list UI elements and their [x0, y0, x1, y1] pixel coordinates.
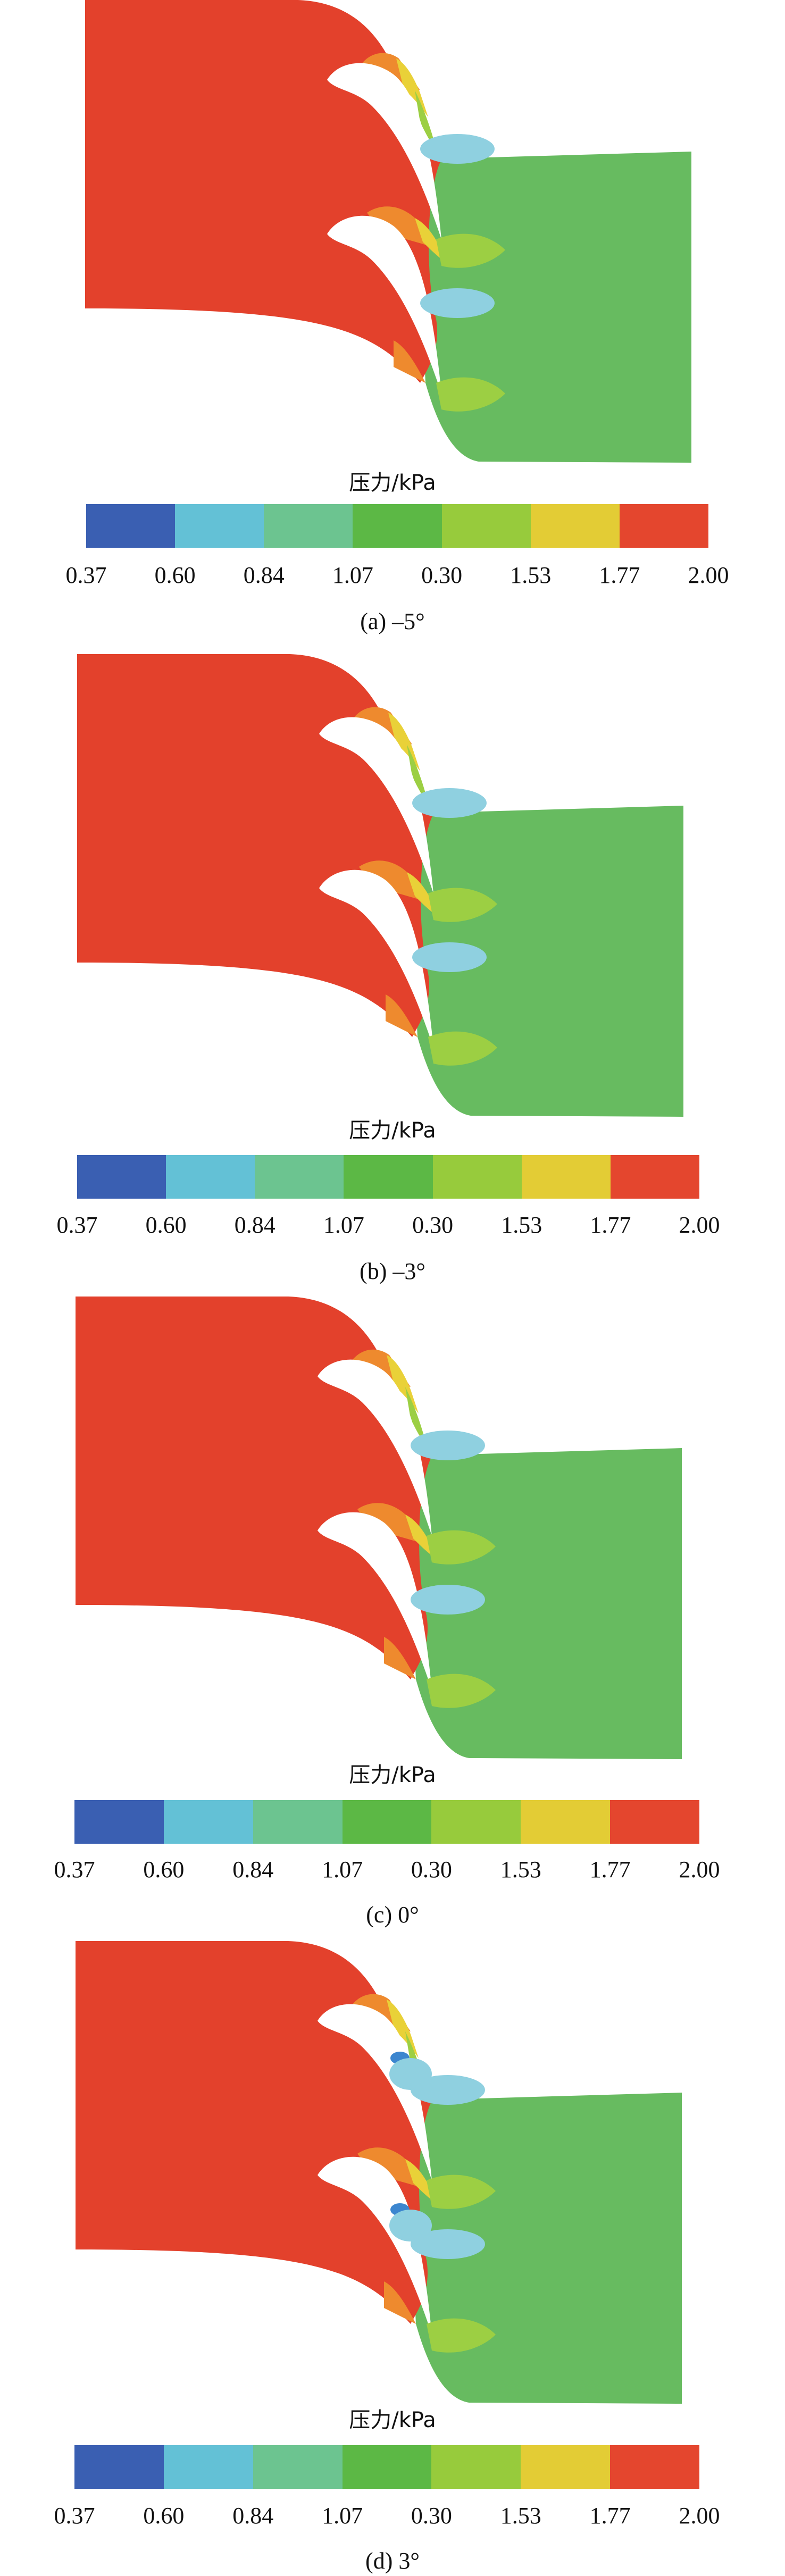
colorbar-segment	[342, 1800, 432, 1844]
colorbar-segment	[86, 504, 176, 548]
caption-d: (d) 3°	[365, 2548, 420, 2574]
colorbar-segment	[166, 1155, 255, 1199]
colorbar-tick-label: 1.77	[589, 1856, 631, 1883]
colorbar-tick-label: 1.53	[500, 1856, 541, 1883]
colorbar-segment	[253, 2445, 343, 2489]
panel-b: 压力/kPa 0.37 0.60 0.84 1.07 0.30 1.53 1.77 2.00 …	[0, 643, 785, 1287]
colorbar-segment	[74, 2445, 164, 2489]
colorbar-ticks-d: 0.37 0.60 0.84 1.07 0.30 1.53 1.77 2.00	[54, 2502, 720, 2529]
colorbar-title-b: 压力/kPa	[349, 1118, 436, 1143]
colorbar-tick-label: 0.37	[56, 1212, 98, 1238]
colorbar-tick-label: 0.84	[234, 1212, 275, 1238]
caption-b: (b) –3°	[360, 1258, 425, 1284]
colorbar-tick-label: 2.00	[679, 1212, 720, 1238]
colorbar-tick-label: 1.07	[322, 1856, 363, 1883]
colorbar-tick-label: 0.37	[65, 562, 107, 588]
pressure-contour-d	[0, 1930, 785, 2409]
colorbar-segment	[353, 504, 442, 548]
panel-d: 压力/kPa 0.37 0.60 0.84 1.07 0.30 1.53 1.77 2.00 …	[0, 1930, 785, 2576]
colorbar-segment	[163, 2445, 253, 2489]
colorbar-tick-label: 0.84	[243, 562, 285, 588]
caption-c: (c) 0°	[366, 1902, 419, 1928]
panel-a: 压力/kPa 0.37 0.60 0.84 1.07 0.30 1.53 1.77 2.00 …	[0, 0, 785, 643]
colorbar-segment	[521, 2445, 611, 2489]
colorbar-tick-label: 1.53	[500, 2503, 541, 2529]
colorbar-title-a: 压力/kPa	[349, 471, 436, 495]
colorbar-title-c: 压力/kPa	[349, 1763, 436, 1787]
colorbar-tick-label: 1.53	[501, 1212, 542, 1238]
colorbar-segment	[521, 1155, 611, 1199]
colorbar-segment	[253, 1800, 343, 1844]
colorbar-segment	[521, 1800, 611, 1844]
colorbar-tick-label: 1.77	[589, 2503, 631, 2529]
colorbar-segment	[342, 2445, 432, 2489]
colorbar-tick-label: 0.60	[154, 562, 196, 588]
colorbar-tick-label: 1.07	[322, 2503, 363, 2529]
pressure-colorbar-b	[77, 1155, 699, 1199]
colorbar-tick-label: 2.00	[679, 2503, 720, 2529]
colorbar-tick-label: 0.30	[412, 1212, 454, 1238]
colorbar-segment	[610, 1155, 699, 1199]
colorbar-tick-label: 0.37	[54, 1856, 95, 1883]
colorbar-tick-label: 0.60	[143, 1856, 185, 1883]
colorbar-ticks-c: 0.37 0.60 0.84 1.07 0.30 1.53 1.77 2.00	[54, 1856, 720, 1883]
colorbar-ticks-a: 0.37 0.60 0.84 1.07 0.30 1.53 1.77 2.00	[66, 562, 729, 588]
colorbar-segment	[163, 1800, 253, 1844]
colorbar-tick-label: 2.00	[679, 1856, 720, 1883]
pressure-contour-b	[77, 654, 683, 1117]
colorbar-tick-label: 1.53	[510, 562, 552, 588]
colorbar-tick-label: 0.60	[145, 1212, 187, 1238]
panel-c: 压力/kPa 0.37 0.60 0.84 1.07 0.30 1.53 1.77 2.00 …	[0, 1287, 785, 1930]
colorbar-segment	[431, 2445, 521, 2489]
colorbar-title-d: 压力/kPa	[349, 2408, 436, 2432]
colorbar-tick-label: 1.77	[590, 1212, 631, 1238]
pressure-colorbar-d	[74, 2445, 700, 2489]
colorbar-ticks-b: 0.37 0.60 0.84 1.07 0.30 1.53 1.77 2.00	[57, 1211, 720, 1238]
colorbar-tick-label: 0.60	[143, 2503, 185, 2529]
colorbar-tick-label: 0.30	[411, 2503, 452, 2529]
pressure-colorbar-c	[74, 1800, 700, 1844]
colorbar-tick-label: 0.84	[232, 1856, 274, 1883]
pressure-contour-c	[76, 1297, 682, 1759]
colorbar-tick-label: 0.37	[54, 2503, 95, 2529]
colorbar-segment	[74, 1800, 164, 1844]
colorbar-segment	[610, 2445, 700, 2489]
colorbar-tick-label: 1.77	[599, 562, 640, 588]
caption-a: (a) –5°	[360, 608, 425, 634]
colorbar-segment	[344, 1155, 433, 1199]
colorbar-segment	[530, 504, 620, 548]
pressure-contour-a	[85, 0, 691, 463]
colorbar-segment	[441, 504, 531, 548]
colorbar-segment	[431, 1800, 521, 1844]
colorbar-segment	[255, 1155, 344, 1199]
colorbar-tick-label: 0.84	[232, 2503, 274, 2529]
colorbar-segment	[619, 504, 708, 548]
colorbar-segment	[175, 504, 264, 548]
colorbar-segment	[610, 1800, 700, 1844]
pressure-colorbar-a	[86, 504, 708, 548]
colorbar-tick-label: 1.07	[332, 562, 373, 588]
colorbar-tick-label: 0.30	[411, 1856, 452, 1883]
colorbar-segment	[77, 1155, 166, 1199]
colorbar-tick-label: 1.07	[323, 1212, 364, 1238]
colorbar-segment	[432, 1155, 522, 1199]
colorbar-segment	[264, 504, 353, 548]
colorbar-tick-label: 0.30	[421, 562, 463, 588]
colorbar-tick-label: 2.00	[688, 562, 729, 588]
